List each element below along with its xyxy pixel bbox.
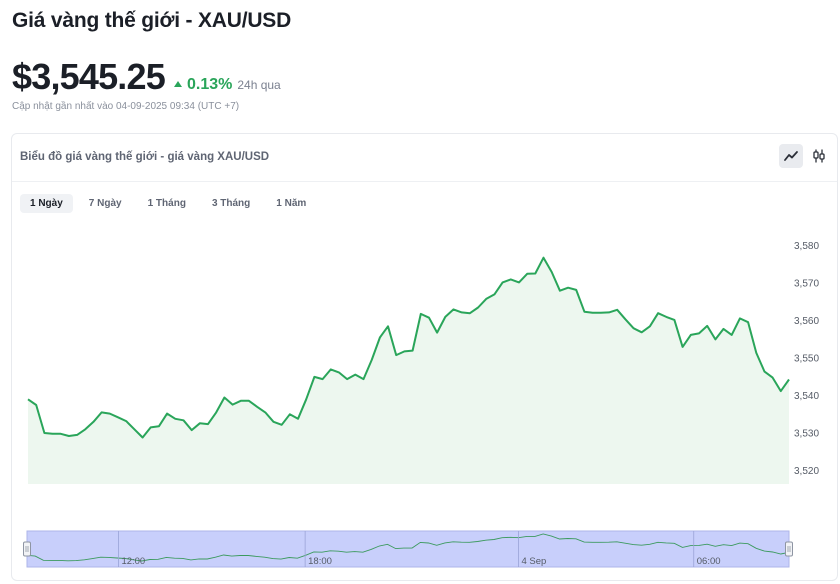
x-tick-label: 12:00 — [121, 556, 145, 567]
y-tick-label: 3,580 — [794, 241, 819, 252]
y-tick-label: 3,550 — [794, 354, 819, 365]
line-chart-button[interactable] — [779, 144, 803, 168]
line-chart-icon — [784, 151, 798, 161]
y-tick-label: 3,540 — [794, 391, 819, 402]
price-area-fill — [28, 257, 789, 484]
change-percent: 0.13% — [186, 76, 233, 93]
chart-card-header: Biểu đồ giá vàng thế giới - giá vàng XAU… — [12, 134, 837, 182]
candlestick-icon — [813, 149, 825, 163]
y-tick-label: 3,520 — [794, 466, 819, 477]
navigator-right-handle[interactable] — [785, 541, 793, 557]
candlestick-button[interactable] — [807, 144, 831, 168]
x-tick-label: 06:00 — [697, 556, 721, 567]
last-updated: Cập nhật gần nhất vào 04-09-2025 09:34 (… — [12, 101, 240, 112]
change-period: 24h qua — [237, 78, 281, 92]
time-range-tabs: 1 Ngày 7 Ngày 1 Tháng 3 Tháng 1 Năm — [20, 194, 316, 213]
navigator-left-handle[interactable] — [23, 541, 31, 557]
range-1-year[interactable]: 1 Năm — [276, 198, 307, 209]
page-title: Giá vàng thế giới - XAU/USD — [12, 9, 292, 32]
range-3-months[interactable]: 3 Tháng — [211, 198, 251, 209]
x-tick-label: 4 Sep — [521, 556, 546, 567]
triangle-up-icon — [173, 81, 182, 87]
price-line — [27, 256, 790, 439]
navigator-line — [26, 533, 790, 562]
chart-type-toggle — [779, 144, 831, 168]
range-1-day[interactable]: 1 Ngày — [20, 194, 73, 213]
range-1-month[interactable]: 1 Tháng — [147, 198, 186, 209]
chart-title: Biểu đồ giá vàng thế giới - giá vàng XAU… — [20, 151, 270, 163]
y-tick-label: 3,560 — [794, 316, 819, 327]
price-row: $3,545.25 0.13% 24h qua — [12, 56, 281, 98]
x-tick-label: 18:00 — [308, 556, 332, 567]
range-7-days[interactable]: 7 Ngày — [88, 198, 122, 209]
price-change: 0.13% — [173, 76, 233, 94]
y-tick-label: 3,570 — [794, 279, 819, 290]
y-tick-label: 3,530 — [794, 429, 819, 440]
current-price: $3,545.25 — [12, 56, 166, 97]
